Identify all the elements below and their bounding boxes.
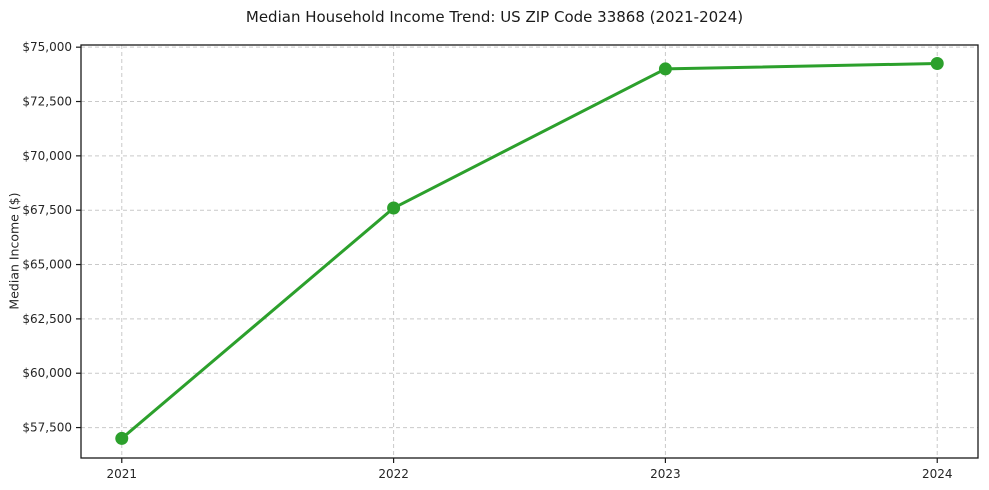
y-tick-label: $62,500: [22, 312, 72, 326]
data-point-marker: [658, 62, 672, 76]
y-tick-label: $72,500: [22, 95, 72, 109]
y-tick-label: $57,500: [22, 421, 72, 435]
y-tick-label: $65,000: [22, 258, 72, 272]
plot-border: [80, 44, 979, 459]
data-point-marker: [930, 56, 944, 70]
data-point-marker: [387, 201, 401, 215]
trend-line: [120, 61, 939, 440]
y-tick-label: $60,000: [22, 366, 72, 380]
y-tick-label: $75,000: [22, 40, 72, 54]
x-tick-label: 2024: [922, 467, 953, 481]
y-tick-label: $67,500: [22, 203, 72, 217]
x-tick-label: 2022: [378, 467, 409, 481]
y-tick-label: $70,000: [22, 149, 72, 163]
x-tick-label: 2023: [650, 467, 681, 481]
data-point-marker: [115, 431, 129, 445]
chart-title: Median Household Income Trend: US ZIP Co…: [245, 8, 744, 26]
x-tick-label: 2021: [106, 467, 137, 481]
